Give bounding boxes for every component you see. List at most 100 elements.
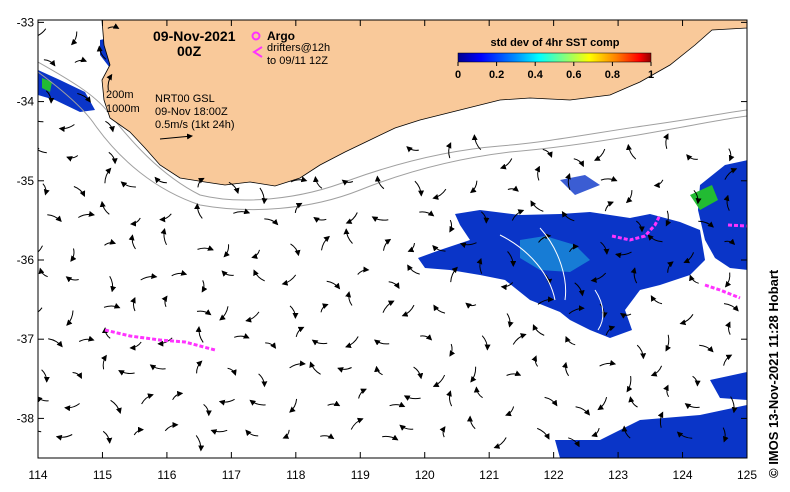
current-vector (665, 334, 672, 352)
colorbar-title: std dev of 4hr SST comp (491, 37, 620, 49)
current-vector (219, 306, 229, 321)
drifter-marker-icon (252, 46, 263, 58)
scale-arrow-icon (159, 133, 193, 140)
current-vector (259, 187, 268, 205)
current-vector (439, 426, 446, 438)
current-vector (70, 248, 77, 262)
credit-label: © IMOS 13-Nov-2021 11:28 Hobart (766, 269, 781, 478)
drifter-track-1 (104, 328, 216, 352)
current-vector (65, 276, 79, 283)
current-vector (597, 396, 608, 411)
lon-tick-label: 121 (479, 468, 499, 482)
current-vector (78, 210, 95, 218)
sst-patch-west (38, 70, 95, 112)
current-vector (507, 251, 517, 267)
current-vector (160, 228, 167, 246)
lon-tick-label: 118 (286, 468, 305, 482)
current-vector (575, 406, 591, 416)
current-vector (407, 264, 420, 275)
current-vector (604, 201, 614, 212)
colorbar-tick-label: 0.4 (528, 69, 544, 81)
current-vector (414, 180, 425, 197)
current-vector (667, 261, 674, 273)
current-vector (621, 425, 631, 439)
longitude-labels: 114 115 116 117 118 119 120 121 122 123 124 125 (28, 468, 757, 482)
current-vector (294, 202, 303, 213)
current-vector (399, 424, 414, 431)
current-vector (686, 154, 698, 161)
current-vector (728, 148, 735, 162)
drifter-track-2 (611, 214, 662, 242)
current-vector (561, 361, 570, 377)
isobath-1000-label: 1000m (106, 103, 140, 115)
current-vector (684, 403, 700, 410)
current-vector (140, 273, 158, 281)
current-vector (41, 369, 50, 383)
current-vector (538, 233, 552, 243)
current-vector (357, 266, 370, 275)
current-vector (289, 398, 298, 413)
lon-tick-label: 120 (415, 468, 435, 482)
drifter-tracks (104, 214, 747, 352)
current-vector (290, 176, 308, 183)
current-vector (78, 335, 95, 342)
current-vector (203, 404, 212, 417)
current-vector (724, 272, 732, 288)
current-vector (326, 280, 341, 290)
lon-tick-label: 114 (28, 468, 47, 482)
current-vector (568, 437, 580, 448)
current-vector (432, 244, 446, 252)
current-vector (72, 372, 82, 379)
colorbar-tick-label: 1 (648, 69, 654, 81)
current-vector (723, 303, 739, 312)
product-label-line2: 09-Nov 18:00Z (155, 106, 228, 118)
current-vector (419, 210, 435, 217)
current-vector (594, 148, 606, 161)
current-vector (692, 375, 701, 387)
current-vector (403, 395, 421, 401)
colorbar-gradient (457, 52, 652, 63)
current-vector (120, 181, 136, 188)
current-vector (312, 176, 323, 189)
current-vector (103, 302, 121, 309)
current-vector (309, 361, 321, 375)
current-vector (358, 388, 367, 399)
current-vector (420, 334, 433, 341)
current-vector (383, 238, 392, 251)
current-vector (345, 212, 358, 224)
current-vector (647, 234, 663, 243)
current-vector (64, 403, 80, 412)
current-vector (343, 228, 353, 244)
current-vector (320, 433, 335, 440)
colorbar-tick-label: 0.6 (566, 69, 581, 81)
current-vector (406, 146, 419, 153)
argo-label: Argo (267, 29, 295, 43)
current-vector (693, 189, 702, 205)
current-vector (374, 365, 383, 376)
current-vector (537, 427, 550, 440)
isobath-1000m (38, 71, 747, 211)
product-label-line1: NRT00 GSL (155, 93, 215, 105)
sst-patch-central-cyan (520, 236, 590, 272)
current-vector (228, 181, 240, 195)
latitude-labels: -33 -34 -35 -36 -37 -38 (17, 15, 35, 425)
lon-tick-label: 115 (93, 468, 112, 482)
current-vector (105, 120, 115, 133)
current-vector (265, 342, 277, 349)
current-vector (101, 354, 107, 370)
lon-tick-label: 117 (222, 468, 241, 482)
current-vector (233, 208, 251, 215)
current-vector (599, 303, 608, 319)
current-vector (282, 429, 290, 439)
current-vector (149, 364, 166, 371)
current-vector (432, 374, 446, 387)
current-vector (311, 339, 328, 346)
current-vector (245, 429, 259, 437)
current-vector (565, 173, 571, 190)
current-vector (45, 90, 55, 104)
current-vector (108, 151, 118, 165)
current-vector (459, 242, 477, 249)
plot-frame (37, 19, 748, 459)
current-vector (605, 325, 616, 336)
current-vector (196, 309, 212, 316)
